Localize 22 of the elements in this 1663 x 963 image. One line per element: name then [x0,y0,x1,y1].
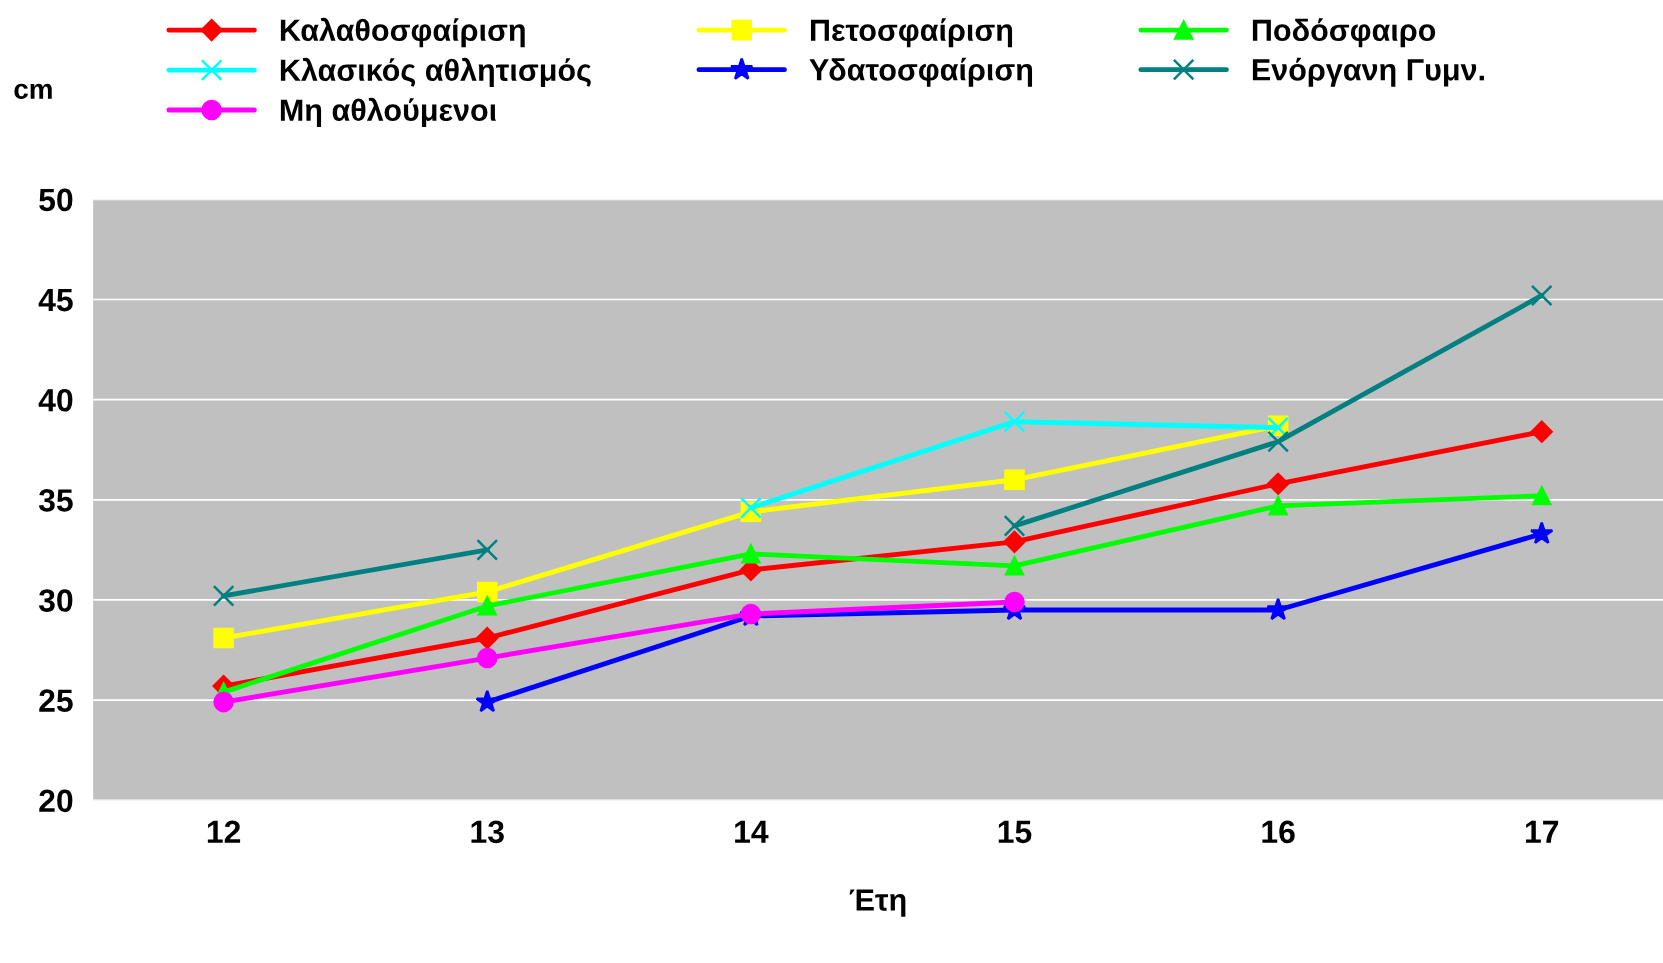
y-tick-label: 25 [39,689,73,712]
y-tick-label: 40 [38,388,73,412]
y-tick-label: 30 [38,589,73,612]
x-tick-label: 15 [998,820,1032,844]
y-tick-label: 45 [38,289,73,312]
x-tick-label: 13 [471,820,504,844]
x-tick-label: 12 [207,820,241,843]
legend-label: Κλασικός αθλητισμός [280,57,591,88]
legend-label: Καλαθοσφαίριση [280,17,525,48]
legend-label: Πετοσφαίριση [810,18,1013,48]
y-tick-label: 20 [39,789,73,813]
y-tick-label: 35 [38,489,73,512]
y-axis-title: cm [14,83,52,99]
legend-label: Ποδόσφαιρο [1252,18,1436,48]
legend-label: Μη αθλούμενοι [280,97,497,128]
legend-label: Υδατοσφαίριση [809,57,1033,87]
x-tick-label: 14 [735,820,769,843]
x-tick-label: 17 [1525,820,1559,843]
legend-label: Ενόργανη Γυμν. [1252,57,1484,87]
x-axis-title: Έτη [849,889,906,917]
x-tick-label: 16 [1262,820,1295,844]
y-tick-label: 50 [39,188,73,212]
